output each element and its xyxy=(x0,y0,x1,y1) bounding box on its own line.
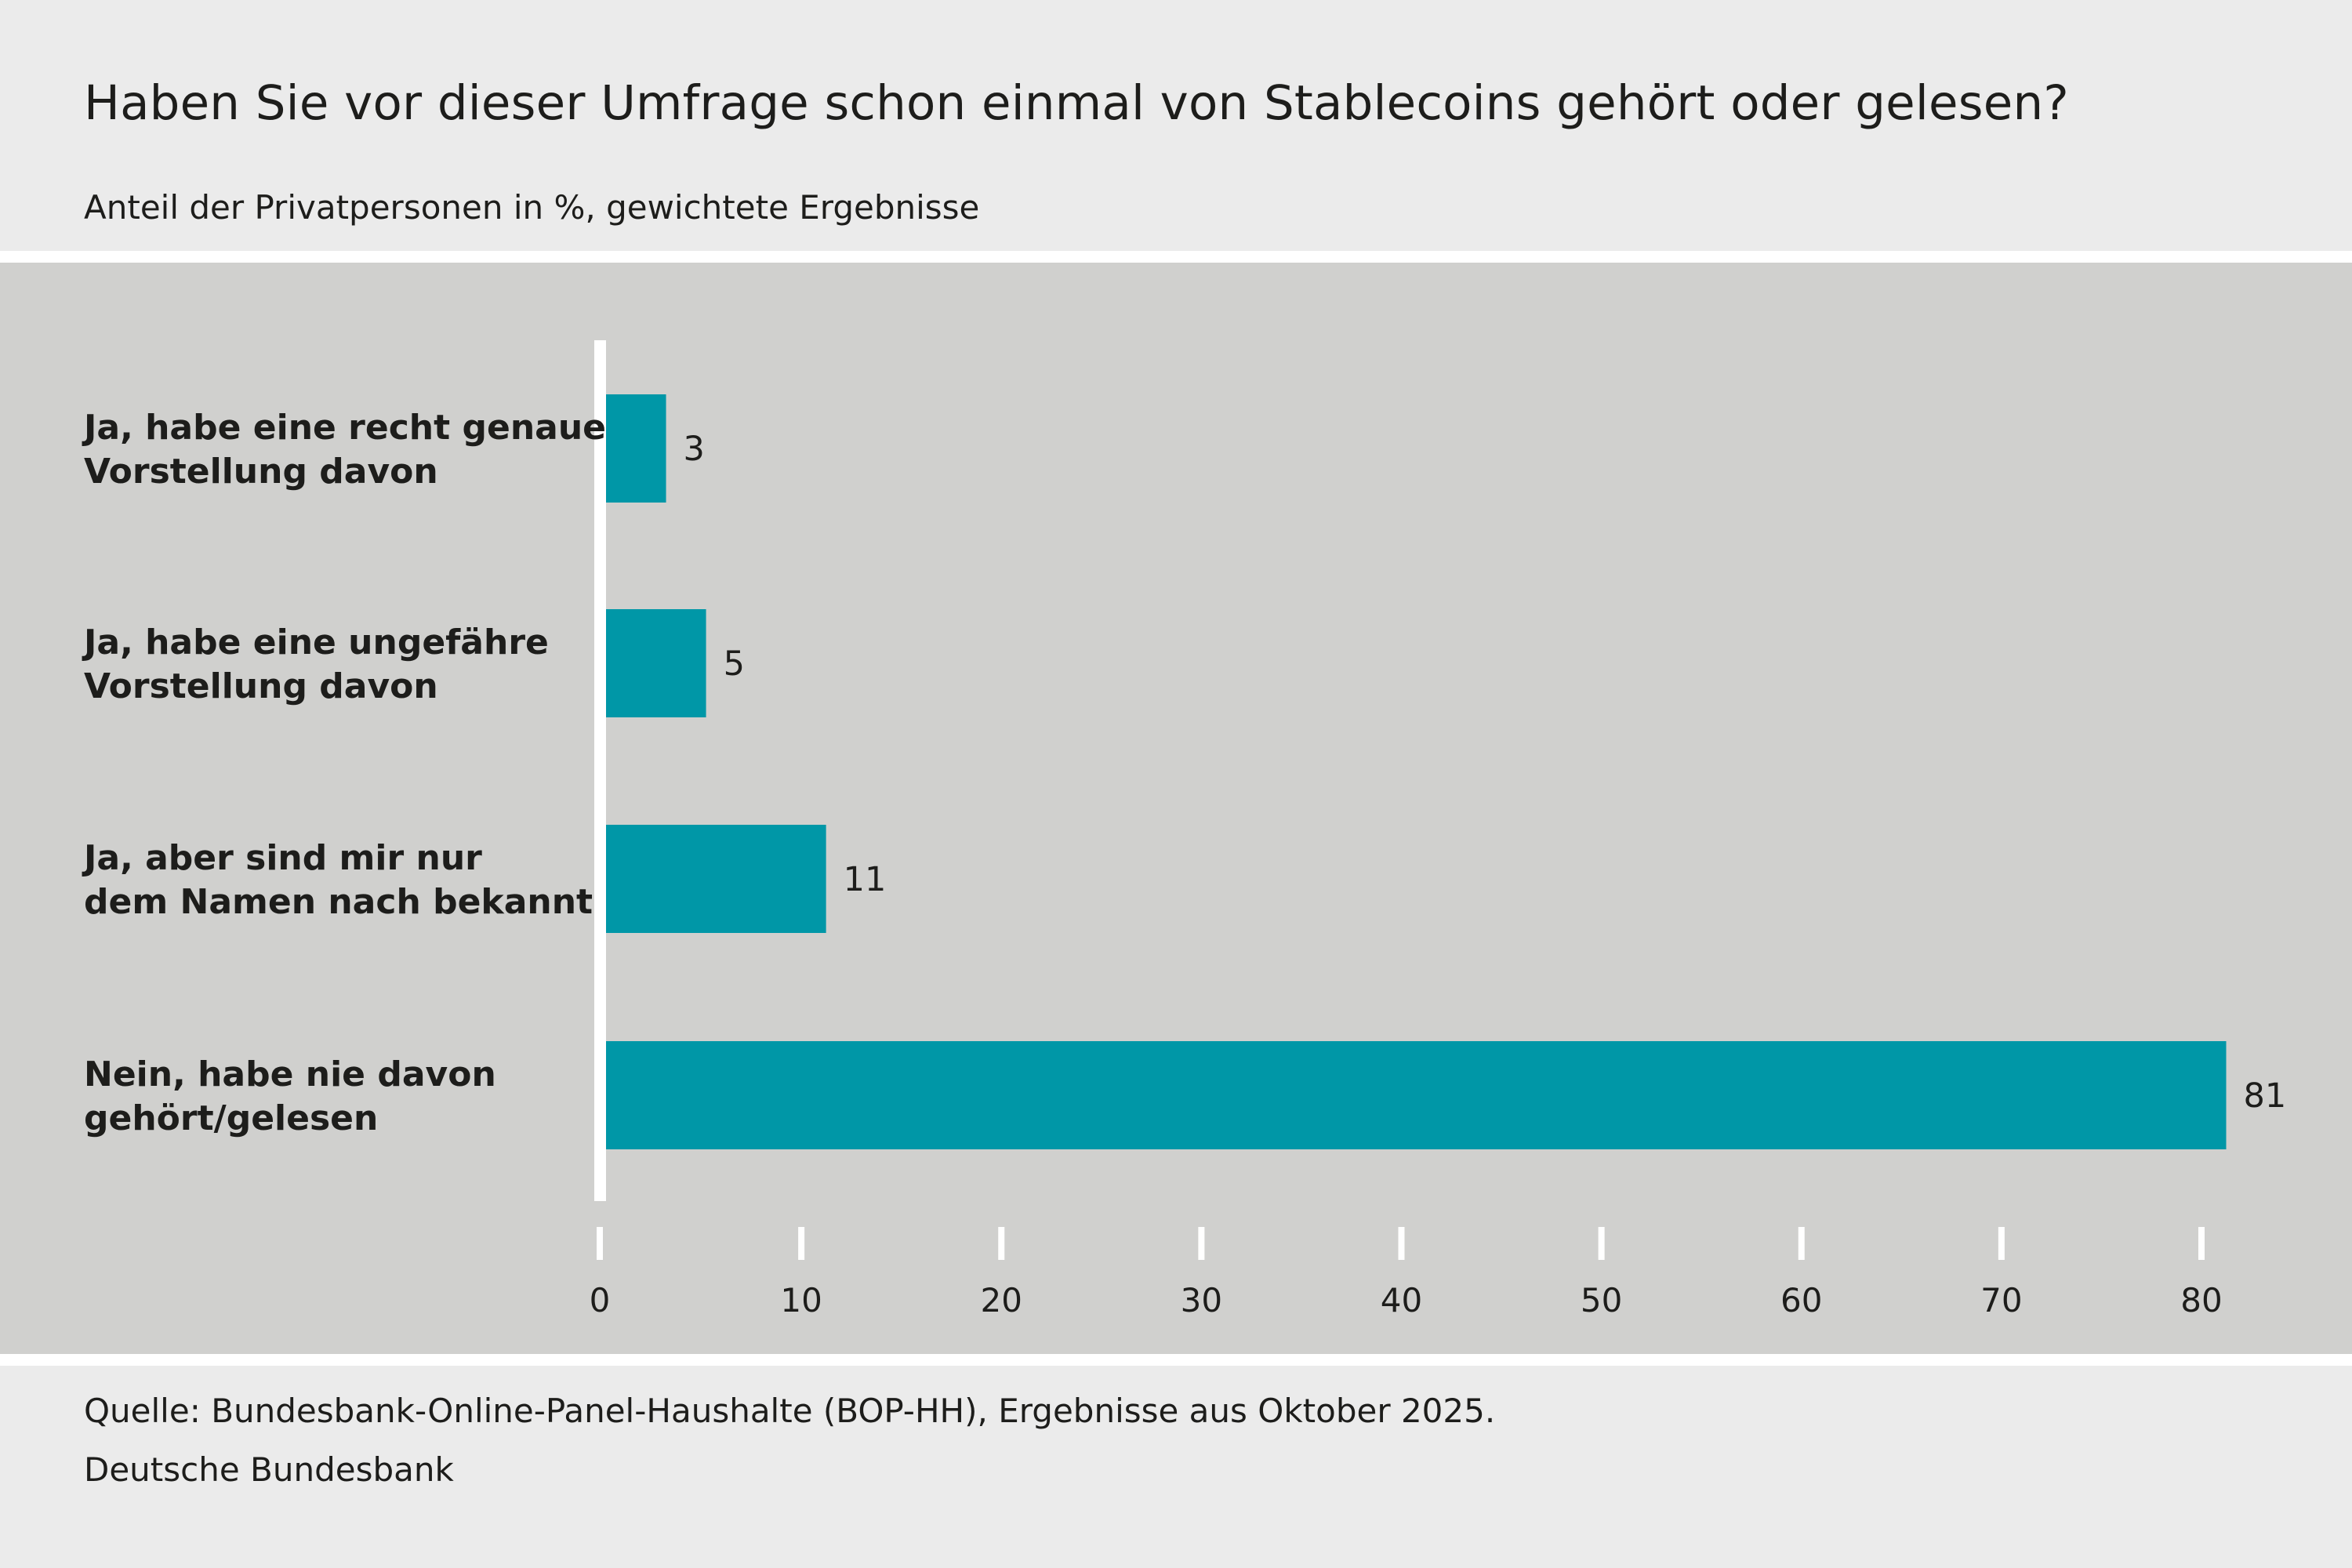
category-label-1-1: Vorstellung davon xyxy=(84,666,438,706)
publisher-note: Deutsche Bundesbank xyxy=(84,1450,454,1489)
chart-panel xyxy=(0,263,2352,1354)
category-label-2-1: dem Namen nach bekannt xyxy=(84,882,593,922)
divider-bottom xyxy=(0,1354,2352,1366)
x-tick-label-4: 40 xyxy=(1381,1281,1422,1319)
x-tick-3 xyxy=(1198,1227,1205,1260)
x-tick-0 xyxy=(597,1227,603,1260)
x-tick-8 xyxy=(2198,1227,2205,1260)
category-label-2-0: Ja, aber sind mir nur xyxy=(82,838,482,878)
x-tick-5 xyxy=(1598,1227,1605,1260)
source-note: Quelle: Bundesbank-Online-Panel-Haushalt… xyxy=(84,1392,1496,1430)
bar-0 xyxy=(606,394,666,503)
x-tick-label-7: 70 xyxy=(1980,1281,2022,1319)
category-label-3-1: gehört/gelesen xyxy=(84,1098,378,1138)
bar-1 xyxy=(606,609,706,717)
y-axis-line xyxy=(594,340,606,1201)
category-label-0-1: Vorstellung davon xyxy=(84,452,438,492)
data-label-2: 11 xyxy=(844,860,887,899)
x-tick-4 xyxy=(1398,1227,1405,1260)
chart-subtitle: Anteil der Privatpersonen in %, gewichte… xyxy=(84,188,980,227)
bar-3 xyxy=(606,1041,2227,1149)
x-tick-label-1: 10 xyxy=(780,1281,822,1319)
x-tick-2 xyxy=(998,1227,1005,1260)
x-tick-label-2: 20 xyxy=(981,1281,1022,1319)
data-label-1: 5 xyxy=(724,644,745,684)
chart-title: Haben Sie vor dieser Umfrage schon einma… xyxy=(84,75,2069,131)
x-tick-label-6: 60 xyxy=(1780,1281,1822,1319)
x-tick-6 xyxy=(1798,1227,1805,1260)
divider-top xyxy=(0,251,2352,263)
x-tick-label-5: 50 xyxy=(1581,1281,1622,1319)
category-label-0-0: Ja, habe eine recht genaue xyxy=(82,408,606,448)
x-tick-7 xyxy=(1998,1227,2005,1260)
x-tick-label-3: 30 xyxy=(1181,1281,1222,1319)
category-label-3-0: Nein, habe nie davon xyxy=(84,1054,496,1094)
bar-2 xyxy=(606,825,826,933)
data-label-0: 3 xyxy=(684,430,705,469)
category-label-1-0: Ja, habe eine ungefähre xyxy=(82,622,549,662)
x-tick-label-8: 80 xyxy=(2180,1281,2222,1319)
data-label-3: 81 xyxy=(2244,1076,2287,1116)
x-tick-label-0: 0 xyxy=(590,1281,611,1319)
x-tick-1 xyxy=(798,1227,805,1260)
